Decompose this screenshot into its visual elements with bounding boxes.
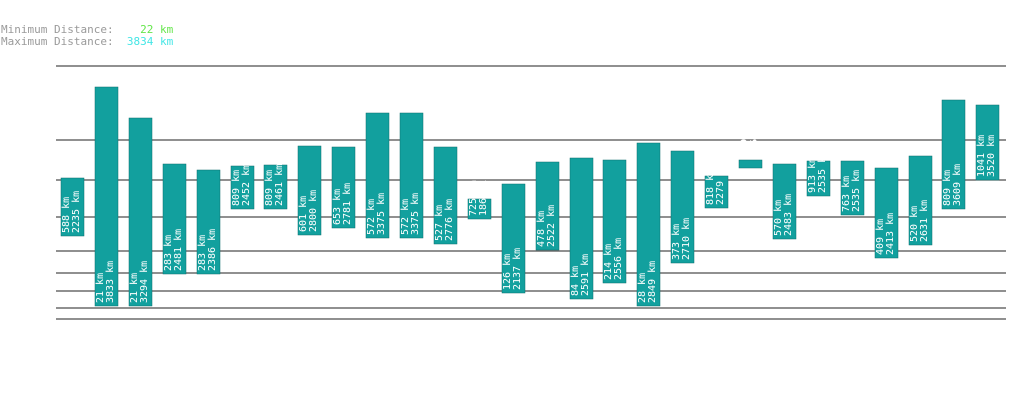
bar-min-label: 1209 km — [739, 115, 750, 157]
bar-min-label: 570 km — [773, 200, 784, 236]
range-bar — [569, 157, 594, 300]
bar-min-label: 653 km — [332, 189, 343, 225]
bar-max-label: 3375 km — [376, 193, 387, 235]
bar-max-label: 2279 km — [715, 163, 726, 205]
range-bar — [738, 159, 763, 169]
range-bar — [602, 159, 627, 284]
range-bar — [467, 198, 492, 220]
bar-min-label: 1041 km — [976, 135, 987, 177]
bar-max-label: 3833 km — [105, 261, 116, 303]
min-distance-row: Minimum Distance: 22 km — [1, 24, 173, 36]
bar-max-label: 2235 km — [71, 191, 82, 233]
bar-max-label: 1866 km — [478, 174, 489, 216]
bar-min-label: 21 km — [129, 273, 140, 303]
range-bar — [772, 163, 797, 240]
range-bar — [941, 99, 966, 210]
bar-min-label: 21 km — [95, 273, 106, 303]
bar-max-label: 2386 km — [207, 229, 218, 271]
min-distance-label: Minimum Distance: — [1, 23, 114, 36]
bar-min-label: 809 km — [231, 170, 242, 206]
range-bar — [331, 146, 356, 229]
bar-max-label: 2710 km — [681, 218, 692, 260]
range-bar — [874, 167, 899, 259]
bar-max-label: 2535 km — [851, 170, 862, 212]
bar-min-label: 84 km — [570, 266, 581, 296]
range-bar — [433, 146, 458, 245]
range-bar — [60, 177, 85, 237]
range-bar — [975, 104, 1000, 181]
bar-min-label: 572 km — [400, 199, 411, 235]
bar-max-label: 2781 km — [342, 183, 353, 225]
bar-max-label: 2481 km — [173, 229, 184, 271]
range-bar — [840, 160, 865, 216]
bar-min-label: 809 km — [264, 170, 275, 206]
range-bar — [162, 163, 187, 275]
max-distance-value: 3834 km — [126, 35, 174, 48]
range-bar — [399, 112, 424, 239]
bar-min-label: 373 km — [671, 224, 682, 260]
bar-min-label: 527 km — [434, 205, 445, 241]
range-bar — [535, 161, 560, 251]
bar-max-label: 2137 km — [512, 248, 523, 290]
bar-min-label: 409 km — [875, 219, 886, 255]
bar-min-label: 913 km — [807, 157, 818, 193]
bar-min-label: 818 km — [705, 169, 716, 205]
bar-min-label: 283 km — [163, 235, 174, 271]
max-distance-row: Maximum Distance: 3834 km — [1, 36, 173, 48]
range-bar — [806, 160, 831, 197]
range-bar — [263, 164, 288, 210]
bar-max-label: 2483 km — [783, 194, 794, 236]
min-distance-value: 22 km — [140, 23, 174, 36]
bar-min-label: 126 km — [502, 254, 513, 290]
range-bar — [501, 183, 526, 294]
bar-min-label: 214 km — [603, 244, 614, 280]
bar-max-label: 2776 km — [444, 199, 455, 241]
bar-min-label: 725 km — [468, 180, 479, 216]
range-bar — [670, 150, 695, 264]
bar-max-label: 2849 km — [647, 261, 658, 303]
bar-min-label: 28 km — [637, 273, 648, 303]
range-bar — [908, 155, 933, 246]
max-distance-label: Maximum Distance: — [1, 35, 114, 48]
bar-max-label: 2452 km — [241, 164, 252, 206]
bar-min-label: 283 km — [197, 235, 208, 271]
bar-min-label: 809 km — [942, 170, 953, 206]
range-bar — [297, 145, 322, 236]
bar-max-label: 2556 km — [613, 238, 624, 280]
bar-min-label: 572 km — [366, 199, 377, 235]
bar-max-label: 2631 km — [919, 200, 930, 242]
bar-min-label: 763 km — [841, 176, 852, 212]
bar-max-label: 2591 km — [580, 254, 591, 296]
distance-summary: Minimum Distance: 22 km Maximum Distance… — [1, 24, 173, 48]
bar-max-label: 2800 km — [308, 190, 319, 232]
bar-max-label: 2535 km — [817, 151, 828, 193]
range-bar — [704, 175, 729, 209]
range-bar — [365, 112, 390, 239]
bar-min-label: 478 km — [536, 211, 547, 247]
range-bar — [636, 142, 661, 307]
bar-min-label: 588 km — [61, 197, 72, 233]
bar-min-label: 601 km — [298, 196, 309, 232]
bar-min-label: 520 km — [909, 206, 920, 242]
bar-max-label: 2413 km — [885, 213, 896, 255]
bar-max-label: 2461 km — [274, 164, 285, 206]
bar-max-label: 3375 km — [410, 193, 421, 235]
bar-max-label: 3294 km — [139, 261, 150, 303]
range-bar — [94, 86, 119, 307]
bar-max-label: 3609 km — [952, 164, 963, 206]
bar-max-label: 3520 km — [986, 135, 997, 177]
bar-max-label: 2522 km — [546, 205, 557, 247]
bar-max-label: 2561 km — [749, 115, 760, 157]
range-bar — [196, 169, 221, 275]
range-bar — [128, 117, 153, 307]
range-bar — [230, 165, 255, 210]
